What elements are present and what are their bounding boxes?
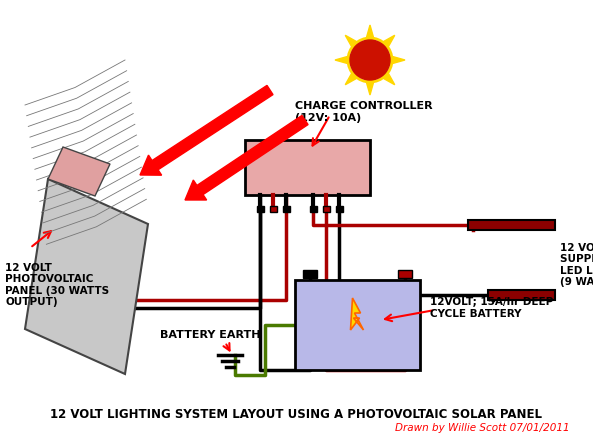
Bar — [257, 206, 263, 212]
Bar — [468, 220, 555, 230]
Text: Drawn by Willie Scott 07/01/2011: Drawn by Willie Scott 07/01/2011 — [396, 423, 570, 433]
Text: 12VOLT; 15A/hr DEEP
CYCLE BATTERY: 12VOLT; 15A/hr DEEP CYCLE BATTERY — [430, 297, 553, 319]
Polygon shape — [366, 25, 374, 40]
Polygon shape — [381, 71, 395, 85]
Polygon shape — [345, 35, 359, 49]
FancyArrow shape — [140, 85, 273, 175]
Bar — [488, 290, 555, 300]
Bar — [269, 206, 276, 212]
Text: CHARGE CONTROLLER
(12V: 10A): CHARGE CONTROLLER (12V: 10A) — [295, 101, 433, 123]
Polygon shape — [381, 35, 395, 49]
Text: 12 VOLT
SUPPLY TO
LED LIGHTS
(9 WATTS): 12 VOLT SUPPLY TO LED LIGHTS (9 WATTS) — [560, 243, 593, 287]
Text: 12 VOLT LIGHTING SYSTEM LAYOUT USING A PHOTOVOLTAIC SOLAR PANEL: 12 VOLT LIGHTING SYSTEM LAYOUT USING A P… — [50, 408, 542, 421]
Bar — [323, 206, 330, 212]
Polygon shape — [345, 71, 359, 85]
Text: BATTERY EARTH: BATTERY EARTH — [160, 330, 260, 340]
Polygon shape — [390, 56, 405, 64]
Polygon shape — [366, 79, 374, 95]
Circle shape — [350, 40, 390, 80]
Bar — [336, 206, 343, 212]
Text: 12 VOLT
PHOTOVOLTAIC
PANEL (30 WATTS
OUTPUT): 12 VOLT PHOTOVOLTAIC PANEL (30 WATTS OUT… — [5, 263, 109, 307]
Polygon shape — [25, 179, 148, 374]
Bar — [282, 206, 289, 212]
Polygon shape — [350, 298, 364, 330]
Bar — [245, 140, 370, 195]
Bar — [303, 270, 317, 278]
Bar — [310, 206, 317, 212]
Bar — [295, 280, 420, 370]
Polygon shape — [335, 56, 350, 64]
Bar — [398, 270, 412, 278]
Polygon shape — [48, 147, 110, 196]
FancyArrow shape — [185, 115, 308, 200]
